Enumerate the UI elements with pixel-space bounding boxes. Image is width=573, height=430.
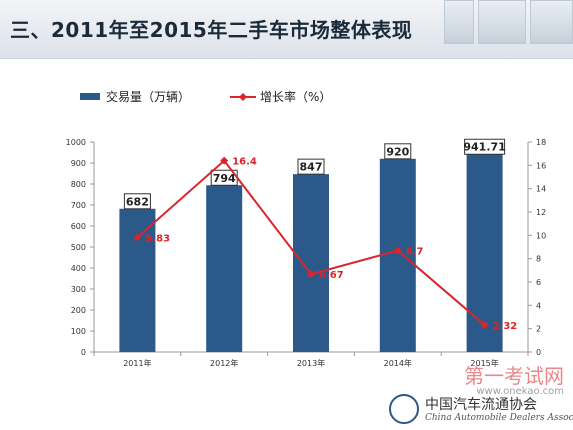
growth-value-label: 6.67 (319, 270, 344, 281)
x-tick-label: 2013年 (297, 358, 325, 368)
y-left-tick-label: 500 (71, 243, 86, 252)
bar-label-box (464, 138, 506, 155)
y-left-tick-label: 700 (71, 201, 86, 210)
association-logo: 中国汽车流通协会 China Automobile Dealers Associ… (389, 394, 573, 428)
bar-value-label: 794 (213, 172, 236, 185)
legend-swatch-bar (80, 93, 100, 100)
bar-value-label: 941.71 (463, 141, 505, 154)
bar-2014年 (379, 158, 416, 352)
watermark-site-url: www.onekao.com (476, 386, 564, 397)
y-left-tick-label: 800 (71, 180, 86, 189)
y-right-tick-label: 10 (536, 231, 546, 240)
legend-swatch-line (230, 93, 256, 101)
deco-block-3 (530, 0, 573, 44)
watermark-site-cn: 第一考试网 (464, 364, 564, 388)
association-name-en: China Automobile Dealers Association (425, 413, 573, 423)
title-band: 三、2011年至2015年二手车市场整体表现 (0, 0, 573, 59)
y-right-tick-label: 12 (536, 208, 546, 217)
y-left-tick-label: 0 (81, 348, 86, 357)
y-left-tick-label: 600 (71, 222, 86, 231)
page-title: 三、2011年至2015年二手车市场整体表现 (10, 18, 413, 42)
bar-2011年 (119, 208, 156, 352)
deco-block-1 (444, 0, 474, 44)
growth-point (307, 270, 315, 279)
x-tick-label: 2015年 (470, 358, 498, 368)
y-left-tick-label: 1000 (66, 138, 86, 147)
y-right-tick-label: 16 (536, 161, 546, 170)
watermark: 第一考试网 www.onekao.com (432, 360, 572, 400)
bar-2012年 (206, 185, 243, 352)
growth-point (220, 156, 229, 165)
y-left-tick-label: 100 (71, 327, 86, 336)
y-right-tick-label: 18 (536, 138, 546, 147)
y-right-tick-label: 0 (536, 348, 541, 357)
bar-label-box (384, 143, 412, 160)
association-emblem-icon (389, 394, 419, 424)
deco-block-2 (478, 0, 526, 44)
bar-value-label: 920 (386, 145, 409, 158)
growth-point (133, 233, 142, 242)
y-right-tick-label: 4 (536, 301, 541, 310)
bar-label-box (297, 158, 325, 175)
x-tick-label: 2011年 (123, 358, 151, 368)
legend-label-growth: 增长率（%） (260, 90, 332, 104)
x-tick-label: 2014年 (384, 358, 412, 368)
y-left-tick-label: 900 (71, 159, 86, 168)
growth-value-label: 2.32 (493, 321, 518, 332)
y-right-tick-label: 8 (536, 255, 541, 264)
growth-value-label: 9.83 (145, 233, 170, 244)
y-right-tick-label: 14 (536, 185, 546, 194)
bar-value-label: 682 (126, 195, 149, 208)
y-left-tick-label: 300 (71, 285, 86, 294)
bar-value-label: 847 (300, 161, 323, 174)
y-right-tick-label: 2 (536, 325, 541, 334)
growth-point (480, 320, 489, 329)
y-left-tick-label: 400 (71, 264, 86, 273)
association-name-cn: 中国汽车流通协会 (425, 397, 537, 413)
y-right-tick-label: 6 (536, 278, 541, 287)
growth-value-label: 16.4 (232, 157, 257, 168)
bar-2013年 (293, 174, 329, 352)
legend-label-volume: 交易量（万辆） (106, 90, 191, 104)
bar-label-box (123, 193, 151, 210)
growth-value-label: 8.7 (406, 247, 424, 258)
x-tick-label: 2012年 (210, 358, 238, 368)
growth-point (393, 246, 402, 255)
bar-2015年 (466, 154, 503, 352)
y-left-tick-label: 200 (71, 306, 86, 315)
